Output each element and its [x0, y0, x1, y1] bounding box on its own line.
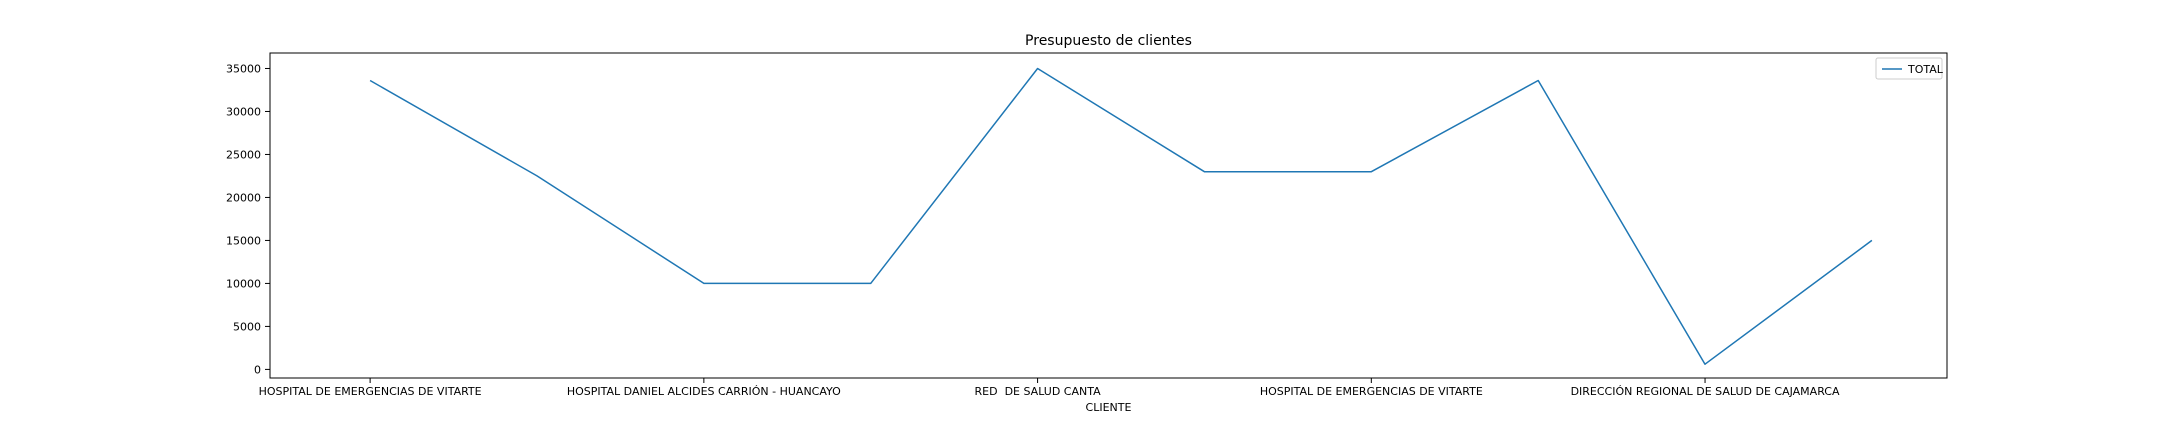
y-tick-label: 5000	[233, 320, 261, 333]
y-tick-label: 35000	[226, 62, 261, 75]
x-axis: HOSPITAL DE EMERGENCIAS DE VITARTE HOSPIT…	[259, 378, 1840, 398]
y-tick-label: 25000	[226, 148, 261, 161]
legend-label: TOTAL	[1907, 63, 1944, 76]
legend: TOTAL	[1875, 57, 1944, 80]
plot-frame	[269, 52, 1948, 379]
legend-box	[1875, 57, 1943, 80]
x-tick-label: HOSPITAL DE EMERGENCIAS DE VITARTE	[1260, 385, 1483, 398]
series-layer	[369, 67, 1873, 365]
series-line-total	[369, 67, 1873, 365]
y-tick-label: 30000	[226, 105, 261, 118]
y-tick-label: 10000	[226, 277, 261, 290]
x-tick-label: HOSPITAL DANIEL ALCIDES CARRIÓN - HUANCA…	[567, 385, 841, 398]
plot-area: 0 5000 10000 15000 20000 25000 30000 35000 HOSP…	[226, 52, 1948, 398]
chart-title: Presupuesto de clientes	[1025, 33, 1192, 49]
x-tick-label: RED DE SALUD CANTA	[975, 385, 1102, 398]
x-tick-label: HOSPITAL DE EMERGENCIAS DE VITARTE	[259, 385, 482, 398]
x-tick-label: DIRECCIÓN REGIONAL DE SALUD DE CAJAMARCA	[1571, 385, 1840, 398]
y-axis: 0 5000 10000 15000 20000 25000 30000 35000	[226, 62, 270, 376]
x-axis-label: CLIENTE	[1086, 401, 1132, 414]
y-tick-label: 15000	[226, 234, 261, 247]
y-tick-label: 0	[254, 363, 261, 376]
y-tick-label: 20000	[226, 191, 261, 204]
